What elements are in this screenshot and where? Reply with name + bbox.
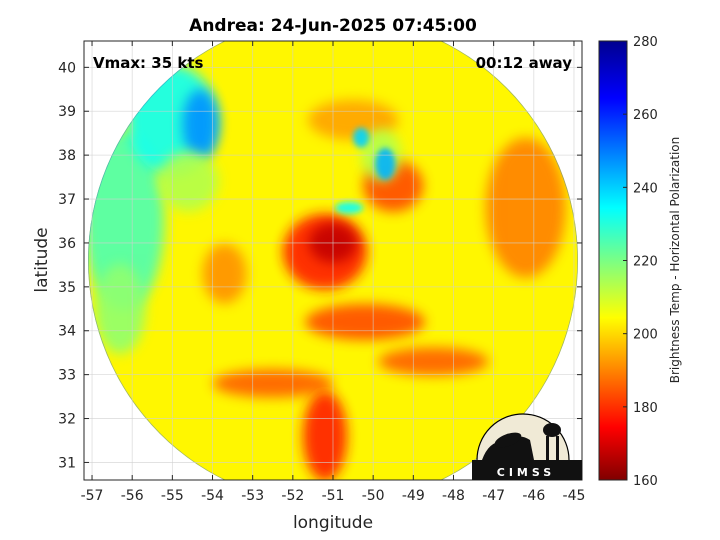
y-tick-label: 33 xyxy=(58,368,76,384)
x-tick-label: -55 xyxy=(161,488,184,504)
x-tick-label: -54 xyxy=(201,488,224,504)
colorbar-tick-label: 220 xyxy=(633,255,658,270)
cimss-logo-text: CIMSS xyxy=(497,466,555,479)
x-tick-label: -53 xyxy=(241,488,264,504)
x-tick-label: -48 xyxy=(442,488,465,504)
colorbar-tick-label: 200 xyxy=(633,328,658,343)
grid-lines xyxy=(84,41,582,480)
y-tick-label: 39 xyxy=(58,104,76,120)
x-tick-label: -47 xyxy=(482,488,505,504)
vmax-label: Vmax: 35 kts xyxy=(93,54,203,72)
colorbar-tick-label: 240 xyxy=(633,181,658,196)
cimss-logo: CIMSS xyxy=(472,413,582,480)
time-away-label: 00:12 away xyxy=(476,54,573,72)
x-tick-label: -51 xyxy=(322,488,345,504)
x-tick-label: -57 xyxy=(81,488,104,504)
x-tick-label: -50 xyxy=(362,488,385,504)
plot-area xyxy=(84,41,582,480)
x-tick-label: -46 xyxy=(522,488,545,504)
y-tick-label: 35 xyxy=(58,280,76,296)
colorbar-label: Brightness Temp - Horizontal Polarizatio… xyxy=(668,137,682,384)
colorbar-tick-label: 160 xyxy=(633,474,658,489)
x-axis-label: longitude xyxy=(293,513,373,533)
colorbar xyxy=(598,40,628,481)
colorbar-tick-label: 260 xyxy=(633,108,658,123)
y-tick-label: 37 xyxy=(58,192,76,208)
y-tick-label: 32 xyxy=(58,412,76,428)
y-tick-label: 40 xyxy=(58,60,76,76)
x-axis-ticks: -57 -56 -55 -54 -53 -52 -51 -50 -49 -48 -47 -46 -45 xyxy=(81,41,586,504)
y-axis-ticks: 31 32 33 34 35 36 37 38 39 40 xyxy=(58,60,582,471)
colorbar-tick-label: 280 xyxy=(633,35,658,50)
y-tick-label: 38 xyxy=(58,148,76,164)
x-tick-label: -45 xyxy=(563,488,586,504)
colorbar-tick-label: 180 xyxy=(633,401,658,416)
chart-title: Andrea: 24-Jun-2025 07:45:00 xyxy=(189,16,477,36)
y-tick-label: 31 xyxy=(58,455,76,471)
y-tick-label: 34 xyxy=(58,324,76,340)
x-tick-label: -49 xyxy=(402,488,425,504)
y-axis-label: latitude xyxy=(32,227,52,292)
colorbar-ticks: 160 180 200 220 240 260 280 xyxy=(623,35,658,489)
x-tick-label: -56 xyxy=(121,488,144,504)
x-tick-label: -52 xyxy=(281,488,304,504)
y-tick-label: 36 xyxy=(58,236,76,252)
